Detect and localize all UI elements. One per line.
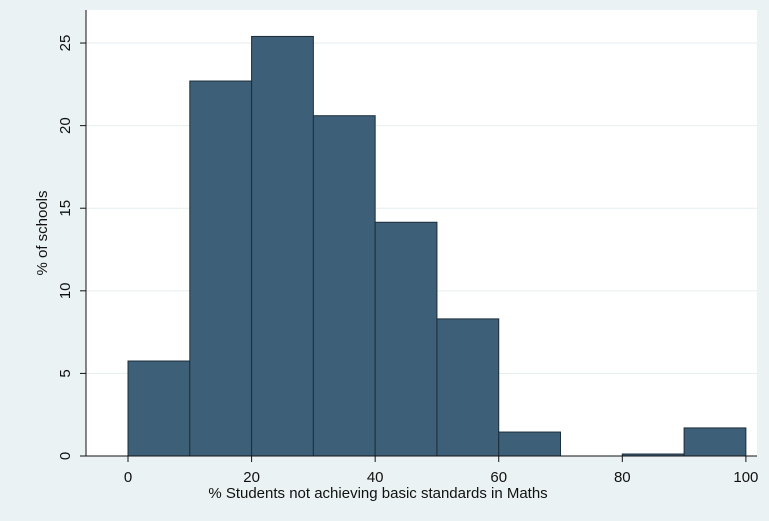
bar [683,427,747,457]
bar [498,431,562,457]
x-tick-label: 100 [733,469,758,486]
x-tick-label: 80 [614,469,631,486]
y-tick-label: 5 [57,369,74,377]
y-tick-label: 15 [57,200,74,217]
x-tick-label: 0 [124,469,132,486]
bar [374,221,438,457]
x-axis-title: % Students not achieving basic standards… [208,485,547,502]
bar [127,360,191,457]
y-tick-label: 25 [57,35,74,52]
x-tick-label: 60 [490,469,507,486]
y-tick-label: 0 [57,452,74,460]
y-tick-label: 20 [57,117,74,134]
bar [436,318,500,457]
bar [312,115,376,457]
bar [251,35,314,457]
bar [189,80,253,457]
y-tick-label: 10 [57,282,74,299]
x-tick-label: 40 [367,469,384,486]
x-tick-label: 20 [243,469,260,486]
y-axis-title: % of schools [34,190,51,275]
